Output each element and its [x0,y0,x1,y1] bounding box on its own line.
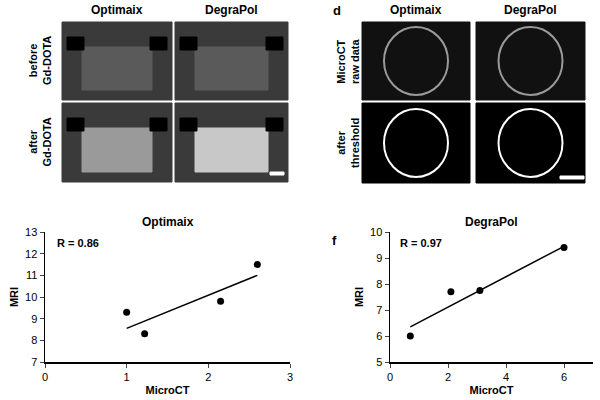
svg-text:Optimaix: Optimaix [390,3,442,17]
svg-text:6: 6 [561,371,567,383]
svg-text:3: 3 [287,371,293,383]
svg-text:2: 2 [445,371,451,383]
svg-text:10: 10 [25,291,37,303]
svg-text:0: 0 [387,371,393,383]
svg-text:0: 0 [42,371,48,383]
svg-text:8: 8 [31,334,37,346]
svg-text:DegraPol: DegraPol [504,3,557,17]
svg-text:MRI: MRI [8,287,20,307]
svg-text:2: 2 [205,371,211,383]
svg-text:5: 5 [376,356,382,368]
svg-text:4: 4 [503,371,509,383]
svg-text:beforeGd-DOTA: beforeGd-DOTA [27,36,53,85]
svg-text:DegraPol: DegraPol [205,3,258,17]
svg-text:11: 11 [26,269,37,281]
svg-text:8: 8 [376,278,382,290]
svg-text:MicroCT: MicroCT [470,384,514,396]
svg-text:Optimaix: Optimaix [91,3,143,17]
svg-text:d: d [333,3,341,18]
svg-text:afterGd-DOTA: afterGd-DOTA [27,117,53,166]
svg-text:9: 9 [376,252,382,264]
svg-text:9: 9 [31,313,37,325]
svg-text:DegraPol: DegraPol [465,215,518,229]
svg-text:6: 6 [376,330,382,342]
svg-text:Optimaix: Optimaix [142,215,194,229]
svg-text:afterthreshold: afterthreshold [335,118,361,168]
svg-text:MicroCT: MicroCT [146,384,190,396]
svg-text:1: 1 [124,371,130,383]
svg-text:MicroCTraw data: MicroCTraw data [335,38,361,84]
svg-text:12: 12 [25,248,37,260]
svg-text:10: 10 [370,226,382,238]
svg-text:13: 13 [25,226,37,238]
svg-text:f: f [332,233,337,248]
svg-text:MRI: MRI [353,287,365,307]
svg-text:7: 7 [376,304,382,316]
svg-text:R = 0.86: R = 0.86 [57,237,99,249]
svg-text:R = 0.97: R = 0.97 [400,237,442,249]
svg-text:7: 7 [31,356,37,368]
